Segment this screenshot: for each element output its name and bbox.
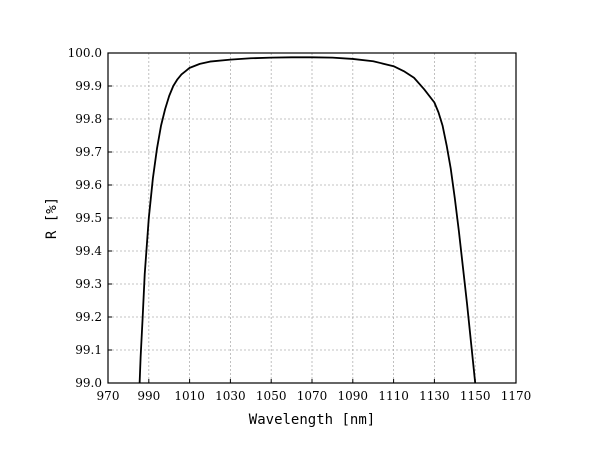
- reflectance-curve: [138, 56, 477, 383]
- y-axis-label: R [%]: [44, 197, 60, 239]
- y-tick-label: 99.1: [75, 343, 102, 357]
- y-tick-label: 99.5: [75, 211, 102, 225]
- x-tick-label: 1170: [501, 389, 532, 403]
- x-tick-label: 1110: [378, 389, 409, 403]
- y-tick-label: 99.6: [75, 178, 102, 192]
- x-tick-label: 1130: [419, 389, 450, 403]
- x-axis-tick-labels: 970 990 1010 1030 1050 1070 1090 1110 1130 1150 11…: [97, 389, 532, 403]
- y-tick-label: 99.8: [75, 112, 102, 126]
- x-axis-label: Wavelength [nm]: [249, 412, 375, 428]
- y-tick-label: 99.9: [75, 79, 102, 93]
- y-axis-tick-labels: 99.0 99.1 99.2 99.3 99.4 99.5 99.6 99.7 99.8 99.9…: [68, 46, 103, 390]
- y-tick-label: 99.7: [75, 145, 102, 159]
- x-tick-label: 1070: [297, 389, 328, 403]
- x-tick-label: 1050: [256, 389, 287, 403]
- x-tick-label: 990: [137, 389, 160, 403]
- y-tick-label: 99.4: [75, 244, 102, 258]
- x-tick-label: 1010: [174, 389, 205, 403]
- x-tick-label: 1090: [338, 389, 369, 403]
- y-tick-label: 99.2: [75, 310, 102, 324]
- tick-marks: [107, 52, 517, 384]
- y-tick-label: 100.0: [68, 46, 102, 60]
- y-tick-label: 99.0: [75, 376, 102, 390]
- plot-area: [138, 56, 477, 383]
- x-tick-label: 970: [97, 389, 120, 403]
- x-tick-label: 1030: [215, 389, 246, 403]
- grid-lines: [108, 53, 516, 383]
- x-tick-label: 1150: [460, 389, 491, 403]
- y-tick-label: 99.3: [75, 277, 102, 291]
